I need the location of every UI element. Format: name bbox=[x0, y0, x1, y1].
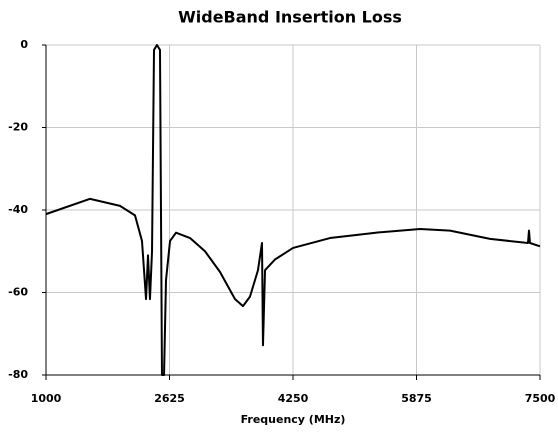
y-tick-label: 0 bbox=[20, 38, 28, 51]
x-tick-label: 7500 bbox=[525, 392, 556, 405]
y-tick-label: -20 bbox=[8, 121, 28, 134]
y-tick-label: -80 bbox=[8, 368, 28, 381]
line-series bbox=[45, 44, 541, 376]
chart-title: WideBand Insertion Loss bbox=[178, 8, 402, 27]
x-tick-label: 4250 bbox=[278, 392, 309, 405]
y-tick-label: -60 bbox=[8, 286, 28, 299]
x-tick-label: 5875 bbox=[401, 392, 432, 405]
x-tick-label: 1000 bbox=[31, 392, 62, 405]
x-tick-label: 2625 bbox=[154, 392, 185, 405]
y-tick-label: -40 bbox=[8, 203, 28, 216]
x-axis-label: Frequency (MHz) bbox=[241, 413, 346, 426]
